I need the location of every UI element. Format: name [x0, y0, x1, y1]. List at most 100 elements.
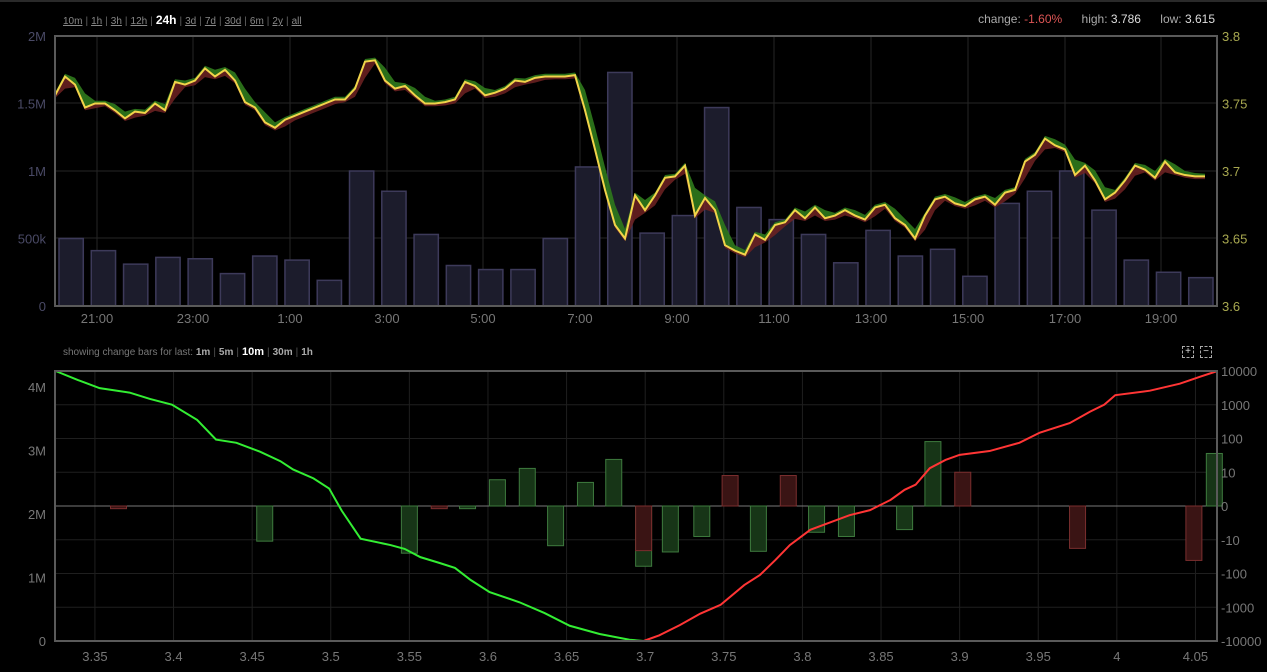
- volume-bar: [284, 259, 310, 307]
- change-bars-1h[interactable]: 1h: [301, 347, 313, 358]
- ask-change-bar: [779, 475, 797, 507]
- volume-bar: [994, 202, 1021, 307]
- volume-bar: [219, 272, 246, 307]
- change-bars-10m[interactable]: 10m: [241, 346, 265, 358]
- bid-change-bar: [749, 505, 767, 552]
- depth-chart-frame: [54, 370, 1218, 642]
- volume-bar: [832, 262, 859, 307]
- ask-depth-line: [643, 370, 1218, 642]
- zoom-out-button[interactable]: −: [1200, 346, 1212, 358]
- zoom-in-button[interactable]: +: [1182, 346, 1194, 358]
- price-line: [54, 59, 1205, 256]
- time-tick-label: 13:00: [855, 311, 888, 326]
- ask-change-bar: [635, 505, 653, 552]
- time-tick-label: 7:00: [567, 311, 592, 326]
- range-2y[interactable]: 2y: [272, 16, 283, 27]
- price-tick-label: 3.7: [636, 649, 654, 664]
- price-tick-label: 3.8: [1222, 29, 1240, 44]
- separator: |: [267, 347, 270, 358]
- price-tick-label: 3.45: [239, 649, 264, 664]
- volume-bar: [445, 264, 472, 307]
- change-tick-label: -10000: [1221, 634, 1261, 649]
- change-label: change:: [978, 12, 1021, 26]
- volume-bar: [477, 268, 504, 307]
- range-6m[interactable]: 6m: [249, 16, 264, 27]
- ask-change-bar: [430, 505, 448, 510]
- range-30d[interactable]: 30d: [224, 16, 242, 27]
- bid-depth-line: [55, 370, 644, 642]
- change-bars-label: showing change bars for last:: [63, 347, 194, 358]
- volume-bar: [1058, 170, 1085, 307]
- range-12h[interactable]: 12h: [130, 16, 148, 27]
- low-label: low:: [1160, 12, 1182, 26]
- change-bars-1m[interactable]: 1m: [195, 347, 211, 358]
- change-tick-label: 0: [1221, 499, 1228, 514]
- separator: |: [199, 16, 202, 27]
- price-tick-label: 3.6: [1222, 299, 1240, 314]
- volume-tick-label: 0: [39, 299, 46, 314]
- change-bars-selector: showing change bars for last: 1m | 5m | 10m |…: [63, 346, 313, 358]
- volume-bar: [736, 206, 762, 307]
- top-chart-frame: [54, 35, 1218, 307]
- separator: |: [218, 16, 222, 27]
- volume-bar: [187, 258, 214, 307]
- bid-change-bar: [896, 505, 914, 531]
- bid-change-bar: [518, 467, 536, 507]
- change-bars-5m[interactable]: 5m: [218, 347, 234, 358]
- ask-change-bar: [110, 505, 128, 510]
- range-3d[interactable]: 3d: [185, 16, 197, 27]
- range-24h[interactable]: 24h: [155, 13, 177, 27]
- price-tick-label: 3.65: [554, 649, 579, 664]
- price-tick-label: 3.75: [1222, 97, 1247, 112]
- volume-tick-label: 1.5M: [17, 97, 46, 112]
- price-tick-label: 4.05: [1183, 649, 1208, 664]
- time-range-selector: 10m | 1h | 3h | 12h | 24h | 3d | 7d | 30d | 6m | 2y | all: [63, 13, 302, 27]
- change-bars-30m[interactable]: 30m: [272, 347, 293, 358]
- volume-bar: [348, 170, 375, 307]
- time-tick-label: 19:00: [1145, 311, 1178, 326]
- time-tick-label: 17:00: [1049, 311, 1082, 326]
- bid-change-bar: [661, 505, 679, 553]
- volume-bar: [155, 256, 181, 307]
- price-tick-label: 3.75: [711, 649, 736, 664]
- volume-bar: [58, 237, 85, 307]
- high-value: 3.786: [1110, 12, 1141, 26]
- time-tick-label: 11:00: [758, 311, 790, 326]
- volume-bar: [1026, 190, 1053, 307]
- bid-change-bar: [256, 505, 274, 542]
- bid-change-bar: [547, 505, 565, 547]
- ask-change-bar: [954, 471, 972, 507]
- separator: |: [266, 16, 270, 27]
- time-tick-label: 23:00: [177, 311, 210, 326]
- bid-change-bar: [1205, 452, 1223, 507]
- range-3h[interactable]: 3h: [110, 16, 122, 27]
- range-10m[interactable]: 10m: [63, 16, 83, 27]
- volume-bar: [251, 255, 278, 307]
- volume-bar: [897, 255, 924, 307]
- volume-bar: [671, 214, 698, 307]
- separator: |: [85, 16, 89, 27]
- change-tick-label: 1000: [1221, 398, 1250, 413]
- separator: |: [124, 16, 128, 27]
- bid-change-bar: [400, 505, 418, 554]
- depth-volume-tick-label: 3M: [28, 444, 46, 459]
- change-value: -1.60%: [1024, 12, 1063, 26]
- bid-change-bar: [837, 505, 855, 537]
- time-tick-label: 3:00: [374, 311, 399, 326]
- price-tick-label: 3.95: [1026, 649, 1051, 664]
- range-all[interactable]: all: [291, 16, 302, 27]
- range-1h[interactable]: 1h: [91, 16, 103, 27]
- separator: |: [236, 347, 239, 358]
- separator: |: [213, 347, 216, 358]
- price-tick-label: 3.65: [1222, 232, 1247, 247]
- price-tick-label: 3.35: [82, 649, 107, 664]
- volume-bar: [1155, 271, 1182, 307]
- volume-bar: [510, 268, 536, 307]
- range-7d[interactable]: 7d: [204, 16, 216, 27]
- time-tick-label: 15:00: [952, 311, 985, 326]
- volume-bar: [122, 263, 149, 307]
- time-tick-label: 21:00: [81, 311, 114, 326]
- ask-change-bar: [721, 475, 739, 507]
- volume-tick-label: 2M: [28, 29, 46, 44]
- separator: |: [105, 16, 108, 27]
